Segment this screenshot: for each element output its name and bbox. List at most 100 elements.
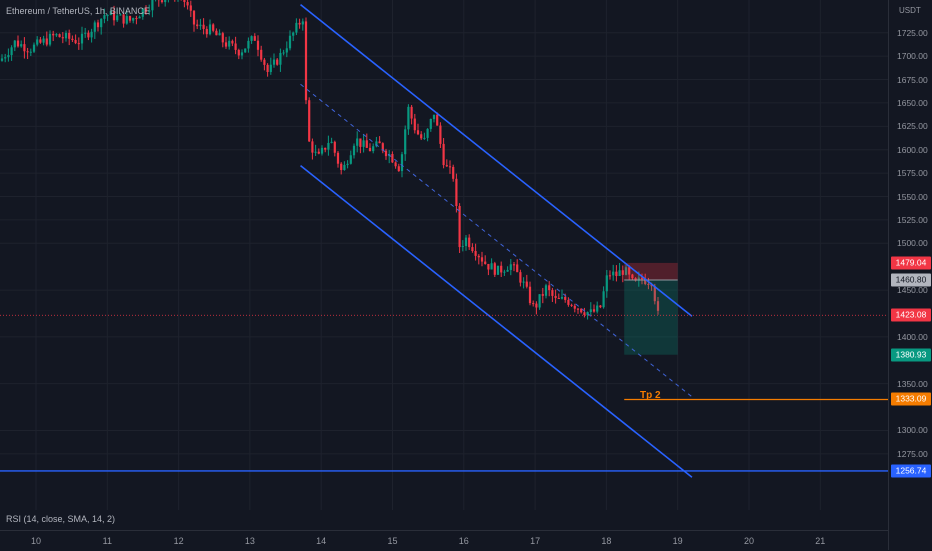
- candle-body: [14, 41, 16, 48]
- candle-body: [212, 24, 214, 30]
- candle-body: [337, 153, 339, 164]
- candle-body: [308, 100, 310, 141]
- candle-body: [510, 264, 512, 270]
- candle-body: [196, 25, 198, 27]
- candle-body: [286, 48, 288, 52]
- candle-body: [318, 152, 320, 154]
- candle-body: [97, 22, 99, 27]
- candle-body: [372, 146, 374, 151]
- candle-body: [369, 148, 371, 151]
- candle-body: [206, 29, 208, 34]
- candle-body: [270, 65, 272, 72]
- stop-loss-badge[interactable]: 1479.04: [891, 256, 931, 269]
- candle-body: [555, 296, 557, 298]
- time-tick-label: 18: [601, 536, 611, 546]
- price-tick-label: 1350.00: [897, 379, 928, 389]
- candle-body: [331, 142, 333, 143]
- price-tick-label: 1625.00: [897, 121, 928, 131]
- candle-body: [139, 17, 141, 19]
- candle-body: [289, 36, 291, 49]
- price-tick-label: 1500.00: [897, 238, 928, 248]
- candle-body: [535, 304, 537, 308]
- support-line-badge[interactable]: 1256.74: [891, 464, 931, 477]
- candle-body: [350, 155, 352, 164]
- entry-price-badge[interactable]: 1460.80: [891, 273, 931, 286]
- time-tick-label: 21: [815, 536, 825, 546]
- candle-body: [91, 32, 93, 38]
- candle-body: [353, 146, 355, 155]
- candle-body: [449, 166, 451, 167]
- candle-body: [395, 162, 397, 166]
- tp2-label[interactable]: Tp 2: [640, 390, 661, 401]
- candle-body: [203, 25, 205, 29]
- price-tick-label: 1525.00: [897, 215, 928, 225]
- candle-body: [251, 36, 253, 41]
- candle-body: [622, 270, 624, 275]
- candle-body: [1, 58, 3, 60]
- candle-body: [302, 21, 304, 24]
- candle-body: [94, 22, 96, 31]
- take-profit-badge[interactable]: 1380.93: [891, 348, 931, 361]
- candle-body: [334, 142, 336, 153]
- candle-body: [81, 34, 83, 44]
- candle-body: [321, 148, 323, 154]
- candle-body: [446, 165, 448, 166]
- candle-body: [100, 19, 102, 27]
- candle-body: [27, 51, 29, 52]
- candle-body: [283, 52, 285, 53]
- candle-body: [65, 33, 67, 38]
- candle-body: [52, 34, 54, 35]
- candle-body: [420, 134, 422, 138]
- candle-body: [231, 41, 233, 44]
- candle-body: [443, 144, 445, 165]
- candle-body: [497, 266, 499, 275]
- candle-body: [593, 309, 595, 311]
- candle-body: [209, 24, 211, 34]
- candle-body: [606, 275, 608, 291]
- candle-body: [475, 251, 477, 256]
- candle-body: [430, 119, 432, 129]
- candle-body: [494, 263, 496, 275]
- candle-body: [363, 140, 365, 147]
- candle-body: [129, 16, 131, 21]
- candle-body: [561, 297, 563, 299]
- candle-body: [59, 34, 61, 37]
- candle-body: [327, 143, 329, 150]
- candle-body: [199, 25, 201, 26]
- candle-body: [523, 282, 525, 283]
- candle-body: [516, 264, 518, 272]
- candle-body: [609, 275, 611, 276]
- price-tick-label: 1275.00: [897, 449, 928, 459]
- candle-body: [603, 291, 605, 307]
- rsi-indicator-label[interactable]: RSI (14, close, SMA, 14, 2): [6, 514, 115, 524]
- candle-body: [423, 138, 425, 139]
- candle-body: [507, 270, 509, 272]
- candle-body: [433, 115, 435, 119]
- candle-body: [567, 300, 569, 305]
- candle-body: [503, 272, 505, 273]
- price-chart[interactable]: [0, 0, 888, 510]
- candle-body: [39, 39, 41, 42]
- time-tick-label: 10: [31, 536, 41, 546]
- time-tick-label: 13: [245, 536, 255, 546]
- candle-body: [190, 5, 192, 10]
- drawings: [0, 5, 888, 478]
- candle-body: [23, 44, 25, 51]
- price-tick-label: 1300.00: [897, 425, 928, 435]
- candle-body: [340, 164, 342, 170]
- candle-body: [532, 303, 534, 304]
- candle-body: [75, 40, 77, 43]
- price-tick-label: 1700.00: [897, 51, 928, 61]
- tp2-badge[interactable]: 1333.09: [891, 393, 931, 406]
- candle-body: [481, 257, 483, 261]
- price-tick-label: 1450.00: [897, 285, 928, 295]
- candle-body: [78, 43, 80, 44]
- candle-body: [542, 294, 544, 296]
- candle-body: [500, 266, 502, 273]
- time-tick-label: 11: [103, 536, 112, 546]
- candle-body: [254, 36, 256, 41]
- last-price-badge[interactable]: 1423.08: [891, 309, 931, 322]
- price-tick-label: 1600.00: [897, 145, 928, 155]
